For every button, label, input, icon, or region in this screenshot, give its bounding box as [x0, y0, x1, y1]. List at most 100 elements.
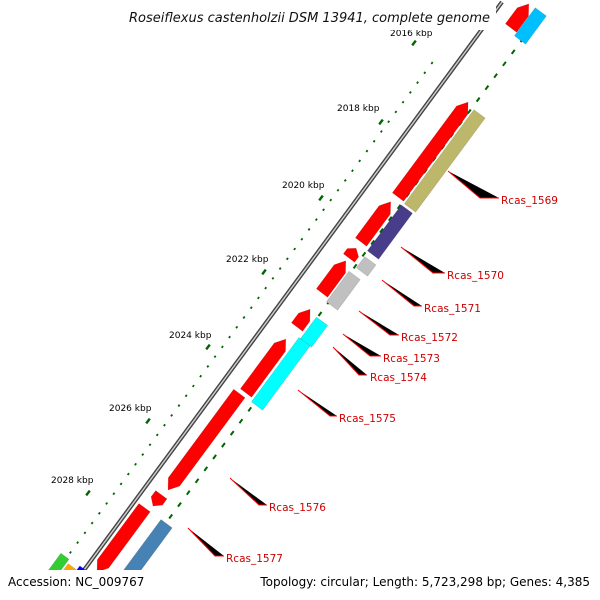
gene-arrow-rcas-1572 [315, 260, 347, 298]
scale-tick-dot [126, 472, 130, 476]
accession-text: Accession: NC_009767 [8, 575, 144, 589]
scale-tick-dot [430, 61, 434, 65]
gene-arrow-rcas-1577 [96, 503, 151, 573]
scale-tick-dot [97, 511, 101, 515]
gene-label-rcas-1574: Rcas_1574 [370, 372, 427, 384]
scale-tick-dot [329, 198, 333, 202]
scale-tick-dash [352, 263, 358, 269]
scale-major-tick [145, 417, 151, 425]
footer-backdrop [0, 570, 600, 600]
scale-tick-dot [170, 413, 174, 417]
scale-major-tick [318, 194, 324, 202]
scale-tick-dot [379, 130, 383, 133]
gene-arrow-rcas-1577a [150, 490, 168, 507]
scale-tick-dash [185, 490, 191, 496]
scale-tick-dash [247, 406, 253, 412]
scale-tick-dot [69, 550, 72, 554]
scale-tick-dot [90, 521, 94, 525]
gene-arrow-rcas-1570 [354, 201, 392, 247]
scale-tick-dash [387, 216, 393, 222]
gene-label-rcas-1569: Rcas_1569 [501, 195, 558, 207]
scale-tick-dash [379, 228, 384, 234]
scale-labels: 2016 kbp 2018 kbp 2020 kbp 2022 kbp 2024… [51, 29, 433, 486]
gene-arrow-rcas-1576 [167, 388, 246, 491]
scale-tick-dot [134, 462, 137, 466]
scale-tick-dash [168, 513, 173, 520]
gene-arrow-top [504, 3, 530, 33]
scale-tick-dash [510, 49, 516, 55]
scale-tick-dash [221, 442, 226, 448]
map-title: Roseiflexus castenholzii DSM 13941, comp… [129, 11, 490, 26]
gene-label-rcas-1571: Rcas_1571 [424, 303, 481, 315]
scale-label-2018: 2018 kbp [337, 104, 380, 114]
scale-label-2024: 2024 kbp [169, 331, 212, 341]
scale-tick-dot [257, 296, 260, 300]
scale-tick-dot [235, 325, 239, 329]
scale-tick-dot [300, 237, 304, 241]
scale-tick-dot [336, 188, 340, 192]
scale-tick-dash [177, 502, 182, 508]
scale-tick-dot [199, 374, 203, 378]
scale-tick-dot [119, 482, 123, 486]
scale-tick-dot [293, 247, 297, 251]
scale-tick-dot [141, 453, 145, 456]
scale-tick-dot [351, 169, 354, 173]
scale-label-2020: 2020 kbp [282, 181, 325, 191]
scale-tick-dot [242, 316, 246, 319]
domain-block-khaki [403, 109, 486, 213]
domain-block-gray-1572 [325, 270, 361, 311]
scale-tick-dot [307, 227, 311, 231]
scale-major-tick [85, 489, 91, 497]
scale-tick-dot [271, 276, 275, 280]
scale-tick-dot [177, 404, 181, 408]
scale-major-tick [411, 39, 417, 47]
scale-tick-dash [229, 430, 235, 436]
scale-tick-dot [220, 345, 224, 349]
scale-tick-dot [184, 394, 188, 398]
scale-tick-dash [238, 418, 244, 424]
scale-tick-dash [396, 204, 402, 210]
scale-tick-dot [394, 110, 398, 114]
scale-tick-dash [317, 311, 323, 317]
scale-tick-dot [401, 100, 405, 104]
scale-tick-dot [112, 492, 116, 496]
gene-label-rcas-1573: Rcas_1573 [383, 353, 440, 365]
scale-tick-dot [387, 120, 391, 124]
title-backdrop [102, 4, 496, 30]
genome-summary-text: Topology: circular; Length: 5,723,298 bp… [259, 575, 590, 589]
scale-tick-dot [76, 541, 80, 545]
scale-tick-dot [105, 502, 109, 505]
gene-labels: Rcas_1569 Rcas_1570 Rcas_1571 Rcas_1572 … [226, 195, 558, 565]
scale-tick-dash [361, 251, 367, 257]
scale-tick-dot [278, 267, 282, 270]
scale-label-2016: 2016 kbp [390, 29, 433, 39]
scale-tick-dot [191, 384, 195, 388]
scale-tick-dot [285, 257, 289, 261]
scale-tick-dot [213, 355, 217, 359]
gene-arrow-rcas-1569 [391, 101, 469, 202]
scale-tick-dot [264, 286, 268, 290]
scale-tick-dot [249, 306, 253, 310]
domain-block-slate-blue [366, 204, 413, 260]
gene-label-rcas-1575: Rcas_1575 [339, 413, 396, 425]
gene-label-rcas-1572: Rcas_1572 [401, 332, 458, 344]
scale-tick-dot [372, 139, 376, 143]
scale-tick-dot [343, 179, 347, 182]
gene-label-rcas-1576: Rcas_1576 [269, 502, 326, 514]
domain-block-sky-top [513, 7, 547, 45]
gene-arrow-rcas-1571 [342, 247, 359, 263]
gene-label-rcas-1577: Rcas_1577 [226, 553, 283, 565]
gene-arrow-rcas-1574 [239, 338, 287, 398]
scale-tick-dot [206, 365, 210, 368]
scale-tick-dot [423, 71, 427, 75]
scale-tick-dash [466, 108, 472, 115]
scale-tick-dash [194, 478, 200, 484]
scale-tick-dot [83, 531, 87, 535]
gene-label-rcas-1570: Rcas_1570 [447, 270, 504, 282]
scale-major-tick [205, 343, 211, 351]
scale-tick-dash [493, 73, 498, 79]
domain-block-cyan-1575 [250, 337, 311, 411]
scale-tick-dash [370, 239, 376, 246]
scale-tick-dash [484, 85, 490, 91]
